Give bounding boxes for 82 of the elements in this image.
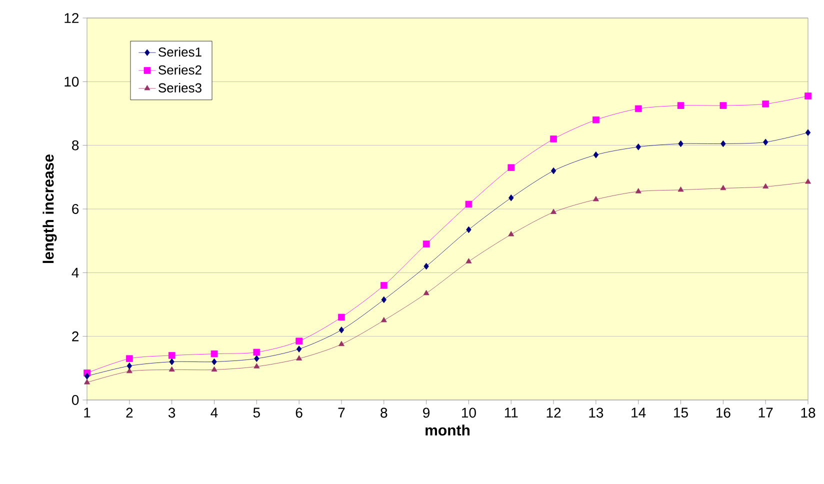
point [466,226,472,234]
point [550,136,557,142]
x-tick-label: 13 [589,408,604,418]
y-tick-label: 2 [72,331,79,342]
point [762,100,769,108]
point [636,144,641,150]
x-tick-label: 2 [126,408,133,418]
x-tick-label: 17 [758,408,773,418]
point [254,363,260,368]
point [804,92,812,100]
x-tick-label: 5 [253,408,260,418]
x-tick-label: 3 [168,408,176,418]
point [634,105,642,112]
point [296,338,302,344]
x-tick-label: 4 [210,408,218,418]
point [381,296,386,304]
x-tick-label: 7 [338,408,345,418]
y-axis-title: length increase [42,154,57,263]
point [126,362,132,370]
point [508,231,514,236]
legend-label: Series3 [158,82,202,92]
point [296,355,302,360]
point [296,346,302,352]
x-tick-label: 16 [716,408,730,418]
y-tick-label: 4 [72,268,79,278]
point [168,366,175,372]
point [254,355,260,362]
legend-label: Series2 [158,65,202,75]
x-tick-label: 10 [462,408,476,418]
x-axis-title: month [426,424,470,436]
point [424,262,429,270]
point [84,379,90,384]
point [210,350,218,358]
point [169,358,174,366]
point [212,358,217,366]
x-tick-label: 1 [84,408,90,418]
point [592,116,600,124]
point [380,282,388,289]
point [593,151,599,158]
point [720,102,727,109]
point [338,326,344,334]
point [592,196,599,202]
point [550,167,556,174]
y-tick-label: 12 [64,13,79,23]
point [550,208,556,214]
x-tick-label: 15 [674,408,688,418]
point [678,186,684,192]
point [678,140,684,148]
x-tick-label: 18 [801,408,816,418]
point [84,372,90,380]
point [253,348,260,356]
point [466,258,472,264]
point [805,178,811,184]
y-tick-label: 8 [72,140,79,150]
y-tick-label: 6 [72,204,79,214]
point [126,355,133,362]
point [805,129,811,136]
point [423,290,430,296]
point [720,140,726,148]
y-tick-label: 0 [72,395,79,405]
point [168,352,176,359]
point [508,194,514,202]
x-tick-label: 9 [423,408,430,418]
point [338,340,344,346]
point [762,138,768,146]
point [762,183,769,189]
x-tick-label: 14 [632,408,646,418]
point [380,317,387,322]
point [635,188,642,194]
legend-label: Series1 [158,47,202,57]
point [211,366,218,372]
x-tick-label: 8 [380,408,388,418]
point [338,314,345,321]
point [465,200,472,208]
point [720,184,726,190]
x-tick-label: 12 [546,408,561,418]
y-tick-label: 10 [64,76,79,87]
x-tick-label: 11 [504,408,518,418]
point [677,102,684,109]
x-tick-label: 6 [296,408,302,418]
point [508,164,515,172]
point [422,240,430,248]
